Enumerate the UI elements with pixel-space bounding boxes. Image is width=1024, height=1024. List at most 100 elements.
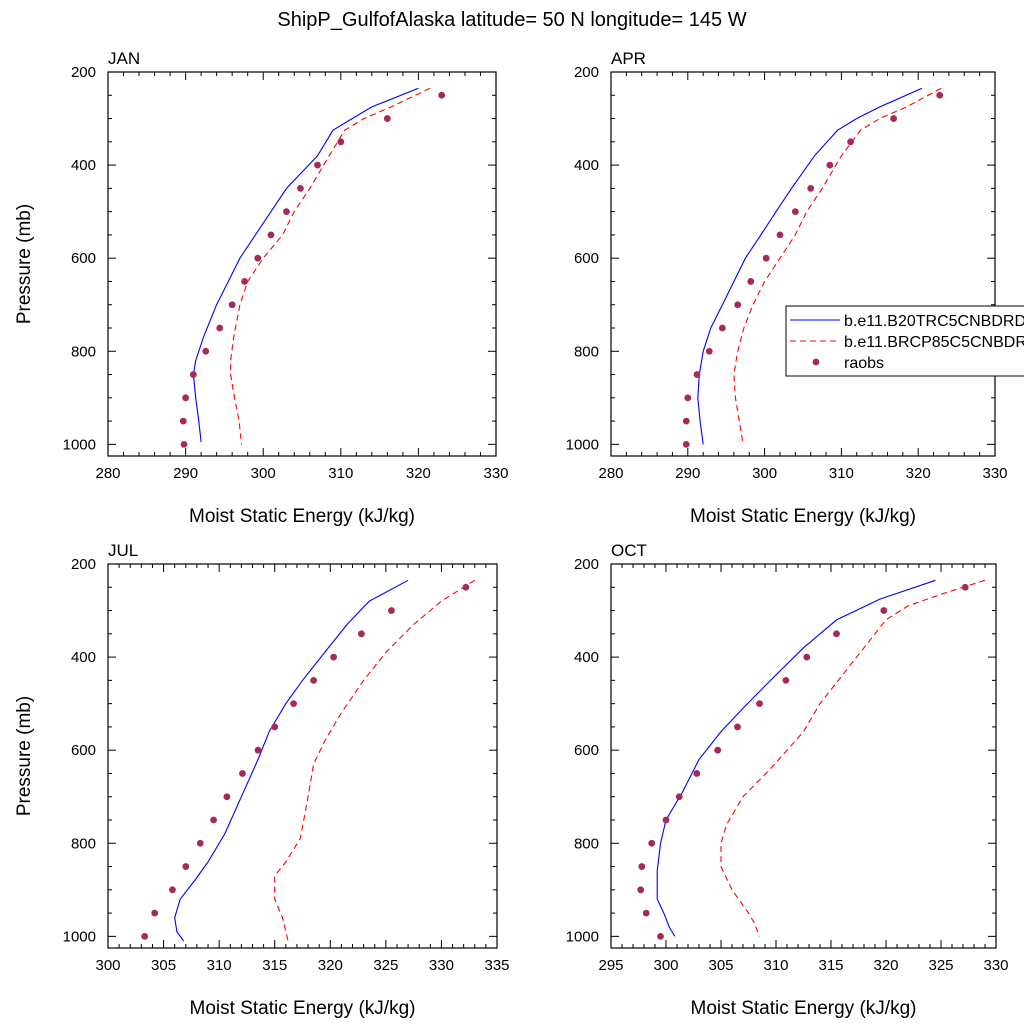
- raobs-point: [734, 301, 742, 309]
- y-tick-label: 200: [71, 556, 96, 573]
- x-tick-label: 310: [328, 465, 353, 482]
- figure-title: ShipP_GulfofAlaska latitude= 50 N longit…: [277, 9, 746, 31]
- raobs-point: [642, 909, 650, 917]
- raobs-point: [179, 417, 187, 425]
- x-axis-label: Moist Static Energy (kJ/kg): [691, 998, 917, 1019]
- raobs-point: [662, 816, 670, 824]
- raobs-point: [151, 909, 159, 917]
- y-tick-label: 400: [71, 649, 96, 666]
- x-tick-label: 310: [829, 465, 854, 482]
- raobs-point: [330, 653, 338, 661]
- y-tick-label: 400: [574, 157, 599, 174]
- panel-title-oct: OCT: [611, 541, 647, 560]
- raobs-point: [638, 863, 646, 870]
- raobs-point: [734, 723, 741, 731]
- y-tick-label: 800: [574, 835, 599, 852]
- x-tick-label: 310: [207, 957, 232, 974]
- legend-label: raobs: [844, 355, 884, 372]
- raobs-point: [833, 630, 840, 638]
- y-tick-label: 1000: [566, 436, 599, 453]
- raobs-point: [776, 231, 784, 239]
- raobs-point: [782, 676, 790, 684]
- rcp85-line: [733, 87, 942, 445]
- raobs-point: [936, 91, 944, 99]
- historical-line: [656, 579, 936, 937]
- x-axis-label: Moist Static Energy (kJ/kg): [189, 506, 415, 527]
- raobs-point: [182, 394, 190, 402]
- x-tick-label: 310: [763, 957, 788, 974]
- raobs-point: [271, 723, 279, 731]
- raobs-point: [189, 371, 197, 378]
- raobs-point: [290, 700, 298, 708]
- raobs-point: [890, 115, 898, 122]
- y-tick-label: 200: [71, 64, 96, 81]
- x-axis-label: Moist Static Energy (kJ/kg): [190, 998, 416, 1019]
- raobs-point: [169, 886, 176, 894]
- y-tick-label: 1000: [566, 928, 599, 945]
- x-tick-label: 325: [928, 957, 953, 974]
- raobs-point: [791, 208, 799, 216]
- raobs-point: [756, 700, 763, 708]
- y-tick-label: 800: [574, 343, 599, 360]
- raobs-point: [657, 932, 664, 940]
- raobs-point: [358, 630, 365, 638]
- legend-marker: [812, 358, 820, 366]
- plot-frame-jul: [107, 563, 498, 949]
- x-tick-label: 320: [906, 465, 931, 482]
- x-tick-label: 300: [752, 465, 777, 482]
- y-axis-label: Pressure (mb): [14, 696, 35, 816]
- x-tick-label: 315: [262, 957, 287, 974]
- x-tick-label: 305: [151, 957, 176, 974]
- panels: JAN 280 290 300 310 320 330 200 400 600 800 1000 Moi…: [14, 49, 1009, 1019]
- raobs-point: [675, 793, 683, 801]
- x-axis-label: Moist Static Energy (kJ/kg): [690, 506, 916, 527]
- panel-oct: OCT 295 300 305 310 315 320 325 330 200 400 600 800 1…: [566, 541, 1009, 1019]
- raobs-point: [682, 440, 690, 448]
- raobs-point: [803, 653, 811, 661]
- y-axis-label: Pressure (mb): [14, 204, 35, 324]
- y-tick-label: 600: [574, 250, 599, 267]
- panel-title-jul: JUL: [108, 541, 138, 560]
- raobs-point: [297, 184, 304, 192]
- y-tick-label: 200: [574, 64, 599, 81]
- raobs-point: [383, 115, 391, 122]
- raobs-point: [648, 839, 656, 847]
- raobs-point: [847, 138, 855, 146]
- raobs-point: [714, 746, 722, 754]
- raobs-point: [267, 231, 275, 239]
- panel-title-jan: JAN: [108, 49, 140, 68]
- x-tick-label: 290: [675, 465, 700, 482]
- raobs-point: [880, 607, 888, 614]
- raobs-point: [239, 770, 246, 777]
- x-tick-label: 320: [318, 957, 343, 974]
- raobs-point: [747, 278, 755, 285]
- raobs-point: [254, 746, 262, 754]
- raobs-point: [196, 839, 204, 847]
- x-tick-label: 330: [483, 465, 508, 482]
- panel-jan: JAN 280 290 300 310 320 330 200 400 600 800 1000 Moi…: [14, 49, 509, 527]
- x-tick-label: 300: [95, 957, 120, 974]
- historical-line: [697, 87, 923, 445]
- plot-frame-jan: [107, 71, 497, 457]
- y-tick-label: 800: [71, 835, 96, 852]
- historical-line: [174, 579, 409, 942]
- panel-title-apr: APR: [611, 49, 646, 68]
- raobs-point: [718, 324, 726, 332]
- x-tick-label: 320: [406, 465, 431, 482]
- y-tick-label: 800: [71, 343, 96, 360]
- rcp85-line: [274, 579, 476, 942]
- x-tick-label: 330: [982, 465, 1007, 482]
- y-tick-label: 600: [574, 742, 599, 759]
- raobs-point: [216, 324, 224, 332]
- raobs-point: [637, 886, 645, 894]
- plot-frame-oct: [610, 563, 997, 949]
- rcp85-line: [720, 579, 986, 937]
- raobs-point: [693, 770, 701, 777]
- x-tick-label: 300: [251, 465, 276, 482]
- raobs-point: [961, 583, 969, 591]
- x-tick-label: 305: [708, 957, 733, 974]
- raobs-point: [682, 417, 690, 425]
- y-tick-label: 400: [574, 649, 599, 666]
- raobs-point: [314, 161, 321, 169]
